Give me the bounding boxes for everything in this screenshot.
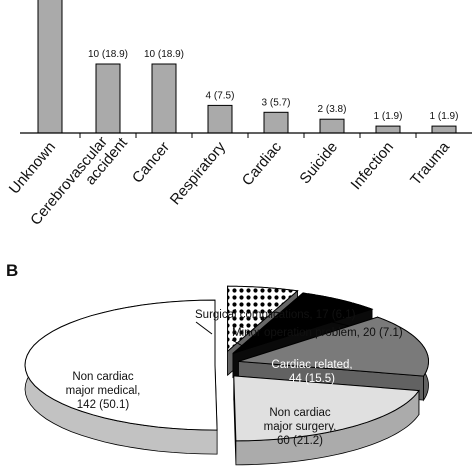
value-label: 1 (1.9) [374,111,403,122]
value-label: 10 (18.9) [88,49,128,60]
pie-slice [24,299,218,431]
pie-slice [233,375,420,442]
panel-letter: B [6,261,18,280]
pie-slice [232,292,374,354]
pie-slice [227,285,299,353]
bar [207,104,233,134]
slice-label: Surgical complications, 17 (6.1) [195,309,356,321]
bar [37,0,63,134]
bar [263,111,289,134]
x-tick-label: Cancer [129,139,173,187]
slice-label: Minor operation problem, 20 (7.1) [232,327,403,339]
value-label: 2 (3.8) [318,104,347,115]
bar [431,125,457,134]
slice-label: major medical, [66,385,141,397]
slice-label: 44 (15.5) [289,373,335,385]
bar [375,125,401,134]
bar [319,118,345,134]
bar [151,63,177,134]
value-label: 10 (18.9) [144,49,184,60]
slice-label: major surgery, [264,421,337,433]
bar [95,63,121,134]
x-tick-label: Cardiac [239,138,286,189]
value-label: 4 (7.5) [206,90,235,101]
leader-line [195,321,213,335]
value-label: 3 (5.7) [262,97,291,108]
x-tick-label: Trauma [407,138,453,189]
pie-slice [238,316,429,377]
value-label: 1 (1.9) [430,111,459,122]
slice-label: Non cardiac [269,407,331,419]
slice-label: 60 (21.2) [277,435,323,447]
x-tick-label: Suicide [296,139,341,188]
slice-label: Non cardiac [72,371,134,383]
x-tick-label: Respiratory [167,138,230,208]
slice-label: Cardiac related, [271,359,352,371]
x-tick-label: Infection [348,139,397,193]
leader-line [231,339,247,349]
slice-label: 142 (50.1) [77,399,130,411]
